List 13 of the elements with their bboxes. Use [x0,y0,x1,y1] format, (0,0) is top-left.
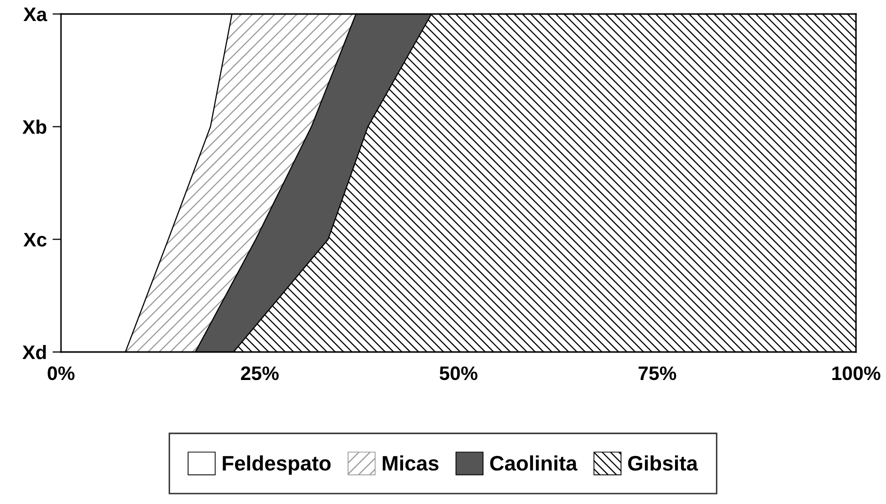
x-tick-label: 50% [440,366,478,380]
y-tick-label: Xd [22,344,46,360]
legend-label: Micas [382,455,438,471]
x-tick-label: 100% [832,366,880,380]
x-tick-label: 75% [638,366,676,380]
legend-label: Gibsita [628,455,698,471]
y-tick-label: Xa [24,8,48,22]
y-tick-label: Xb [22,120,46,134]
x-tick-label: 0% [48,366,75,380]
legend-label: Caolinita [490,455,578,471]
legend-label: Feldespato [222,455,331,475]
y-tick-label: Xc [24,233,47,247]
x-tick-label: 25% [240,366,279,380]
